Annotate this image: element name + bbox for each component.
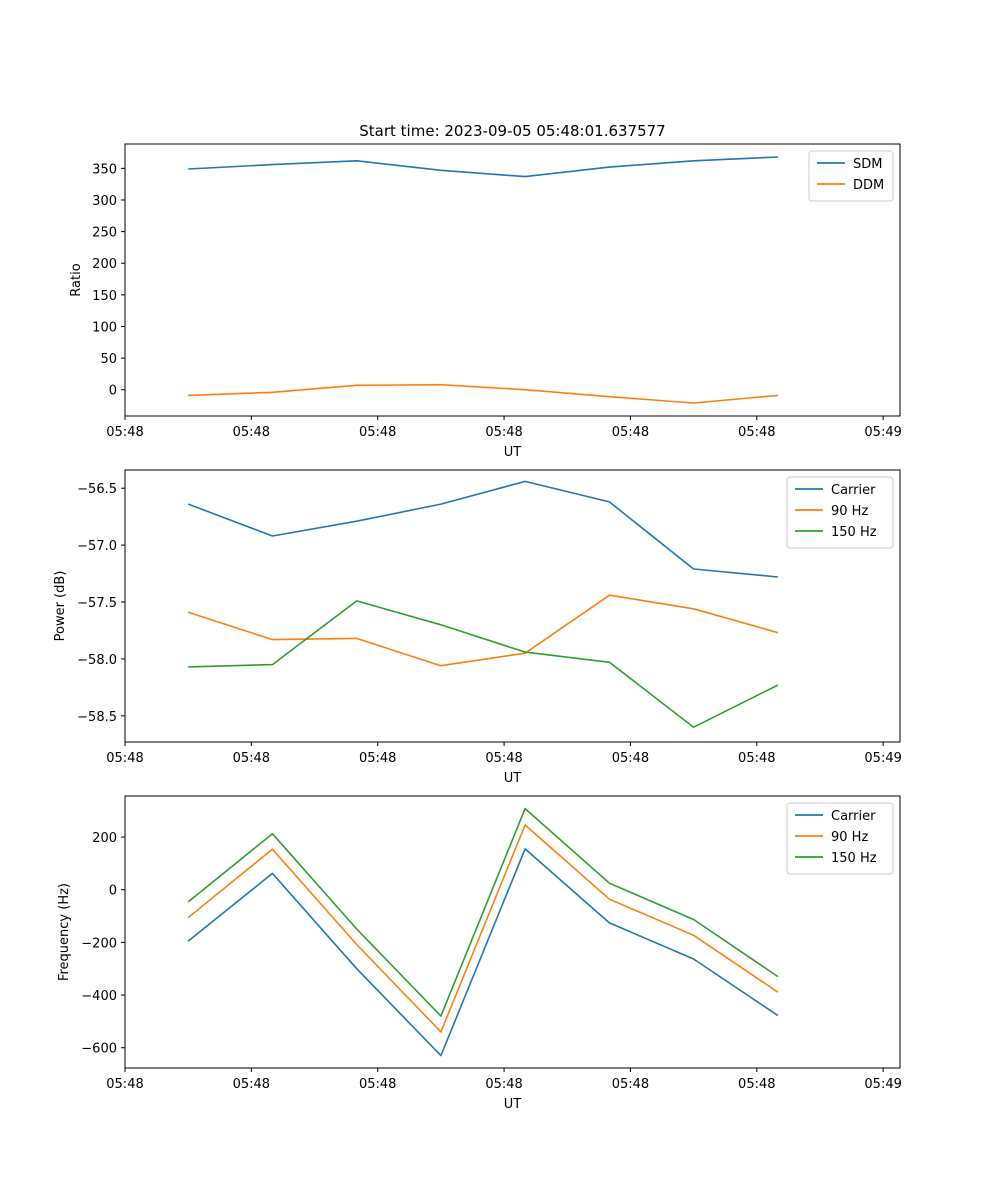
series-line-90-hz: [187, 824, 779, 1033]
x-tick-label: 05:48: [233, 425, 270, 440]
y-tick-label: −56.5: [77, 482, 117, 497]
x-axis-label: UT: [504, 445, 522, 460]
legend-entry: 90 Hz: [831, 830, 868, 845]
y-tick-label: −600: [81, 1042, 117, 1057]
x-tick-label: 05:48: [485, 751, 522, 766]
plot-frame: [124, 143, 901, 417]
series-line-sdm: [188, 156, 778, 178]
series-line-150-hz: [187, 807, 779, 1017]
legend-entry: 150 Hz: [831, 525, 877, 540]
x-tick-label: 05:49: [864, 425, 901, 440]
y-tick-label: −57.5: [77, 596, 117, 611]
y-tick-label: −400: [81, 989, 117, 1004]
y-tick-label: 50: [100, 352, 117, 367]
legend-entry: DDM: [853, 178, 884, 193]
y-tick-label: −58.5: [77, 710, 117, 725]
chart-panel-3: 05:48 05:48 05:48 05:48 05:48 05:48 05:49 200 0 −…: [57, 795, 902, 1112]
x-tick-label: 05:49: [864, 1077, 901, 1092]
y-axis-label: Power (dB): [53, 571, 68, 642]
chart-panel-2: 05:48 05:48 05:48 05:48 05:48 05:48 05:49 −56.5…: [53, 469, 902, 786]
series-line-150-hz: [188, 600, 779, 729]
legend-entry: Carrier: [831, 483, 876, 498]
x-tick-label: 05:48: [106, 1077, 143, 1092]
chart-title: Start time: 2023-09-05 05:48:01.637577: [359, 122, 665, 140]
x-tick-label: 05:48: [233, 1077, 270, 1092]
plot-frame: [124, 469, 901, 743]
x-tick-label: 05:48: [359, 751, 396, 766]
x-tick-label: 05:48: [359, 1077, 396, 1092]
x-tick-label: 05:49: [864, 751, 901, 766]
x-tick-label: 05:48: [359, 425, 396, 440]
legend-entry: 90 Hz: [831, 504, 868, 519]
y-tick-label: 150: [92, 289, 117, 304]
y-tick-label: −58.0: [77, 653, 117, 668]
y-tick-label: 0: [109, 384, 117, 399]
y-tick-label: 0: [109, 884, 117, 899]
y-axis-label: Frequency (Hz): [57, 883, 72, 981]
y-tick-label: 200: [92, 257, 117, 272]
y-tick-label: 100: [92, 320, 117, 335]
legend: Carrier 90 Hz 150 Hz: [786, 802, 894, 875]
x-tick-label: 05:48: [612, 751, 649, 766]
legend-entry: 150 Hz: [831, 851, 877, 866]
x-tick-label: 05:48: [233, 751, 270, 766]
series-line-90-hz: [187, 594, 779, 667]
legend: SDM DDM: [808, 150, 894, 202]
y-tick-label: 300: [92, 194, 117, 209]
x-tick-label: 05:48: [738, 751, 775, 766]
y-axis-label: Ratio: [69, 263, 84, 296]
x-tick-label: 05:48: [738, 425, 775, 440]
y-tick-label: −57.0: [77, 539, 117, 554]
x-tick-label: 05:48: [612, 425, 649, 440]
y-tick-label: 350: [92, 162, 117, 177]
y-tick-label: −200: [81, 936, 117, 951]
series-line-carrier: [187, 848, 779, 1057]
legend: Carrier 90 Hz 150 Hz: [786, 476, 894, 549]
legend-entry: Carrier: [831, 809, 876, 824]
x-tick-label: 05:48: [106, 425, 143, 440]
y-tick-label: 250: [92, 226, 117, 241]
x-tick-label: 05:48: [612, 1077, 649, 1092]
x-tick-label: 05:48: [485, 1077, 522, 1092]
plot-frame: [124, 795, 901, 1069]
series-line-carrier: [187, 480, 778, 578]
y-tick-label: 200: [92, 831, 117, 846]
series-line-ddm: [188, 383, 778, 404]
x-tick-label: 05:48: [485, 425, 522, 440]
x-axis-label: UT: [504, 771, 522, 786]
x-axis-label: UT: [504, 1097, 522, 1112]
x-tick-label: 05:48: [106, 751, 143, 766]
chart-panel-1: Start time: 2023-09-05 05:48:01.63757705…: [69, 122, 902, 460]
x-tick-label: 05:48: [738, 1077, 775, 1092]
legend-entry: SDM: [853, 157, 882, 172]
